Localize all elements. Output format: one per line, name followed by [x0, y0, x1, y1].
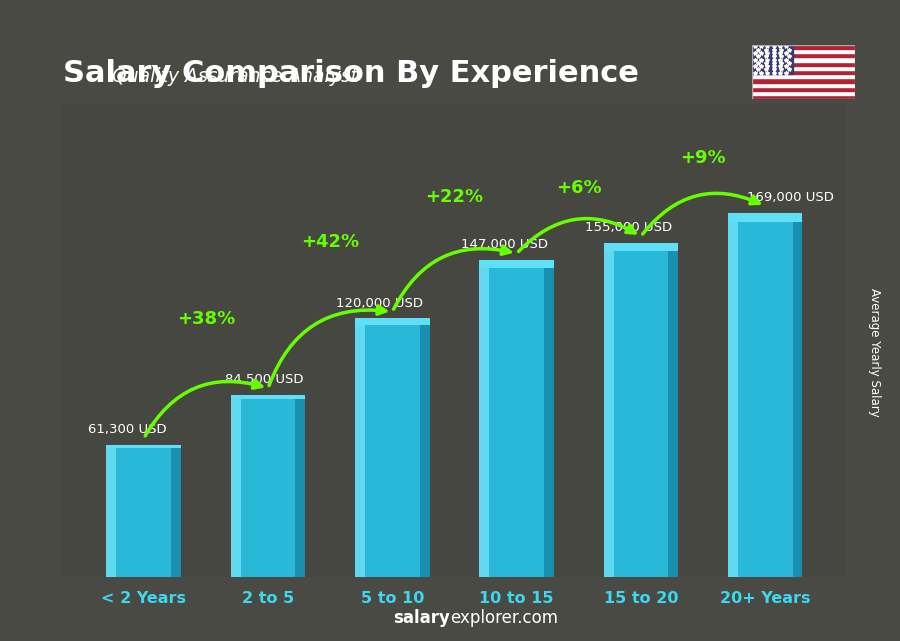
Bar [752, 91, 855, 95]
Bar [752, 78, 855, 83]
Bar [728, 213, 803, 577]
Bar [106, 445, 181, 448]
Text: 147,000 USD: 147,000 USD [461, 238, 548, 251]
Bar [171, 445, 181, 577]
Bar [752, 74, 855, 78]
Bar [728, 213, 803, 222]
Text: 169,000 USD: 169,000 USD [747, 191, 833, 204]
Text: +9%: +9% [680, 149, 726, 167]
Bar [752, 49, 855, 53]
Bar [752, 95, 855, 99]
Bar [752, 83, 855, 87]
Bar [752, 53, 855, 58]
Text: 84,500 USD: 84,500 USD [225, 373, 303, 386]
Text: +38%: +38% [176, 310, 235, 328]
Text: Salary Comparison By Experience: Salary Comparison By Experience [63, 59, 639, 88]
Bar [230, 395, 305, 577]
Bar [106, 445, 116, 577]
Text: 61,300 USD: 61,300 USD [88, 423, 166, 436]
Bar [230, 395, 240, 577]
Bar [480, 260, 490, 577]
Bar [230, 395, 305, 399]
Bar [356, 318, 429, 577]
Bar [752, 58, 855, 62]
Text: 155,000 USD: 155,000 USD [585, 221, 672, 234]
Text: explorer.com: explorer.com [450, 609, 558, 627]
Bar [106, 445, 181, 577]
Text: salary: salary [393, 609, 450, 627]
Bar [604, 243, 614, 577]
Bar [544, 260, 554, 577]
Bar [752, 62, 855, 66]
Bar [669, 243, 679, 577]
Text: Quality Assurance Analyst: Quality Assurance Analyst [112, 67, 358, 87]
Bar [752, 70, 855, 74]
Bar [752, 66, 855, 70]
Bar [752, 45, 793, 74]
Bar [480, 260, 554, 268]
Text: 120,000 USD: 120,000 USD [337, 297, 423, 310]
Bar [356, 318, 429, 324]
Bar [728, 213, 738, 577]
Bar [480, 260, 554, 577]
Text: +6%: +6% [556, 179, 601, 197]
Bar [295, 395, 305, 577]
Bar [604, 243, 679, 251]
Bar [752, 87, 855, 91]
Text: Average Yearly Salary: Average Yearly Salary [868, 288, 881, 417]
Text: +42%: +42% [302, 233, 359, 251]
Text: +22%: +22% [426, 188, 483, 206]
Bar [604, 243, 679, 577]
Bar [793, 213, 803, 577]
Bar [356, 318, 365, 577]
Bar [752, 45, 855, 49]
Bar [419, 318, 429, 577]
